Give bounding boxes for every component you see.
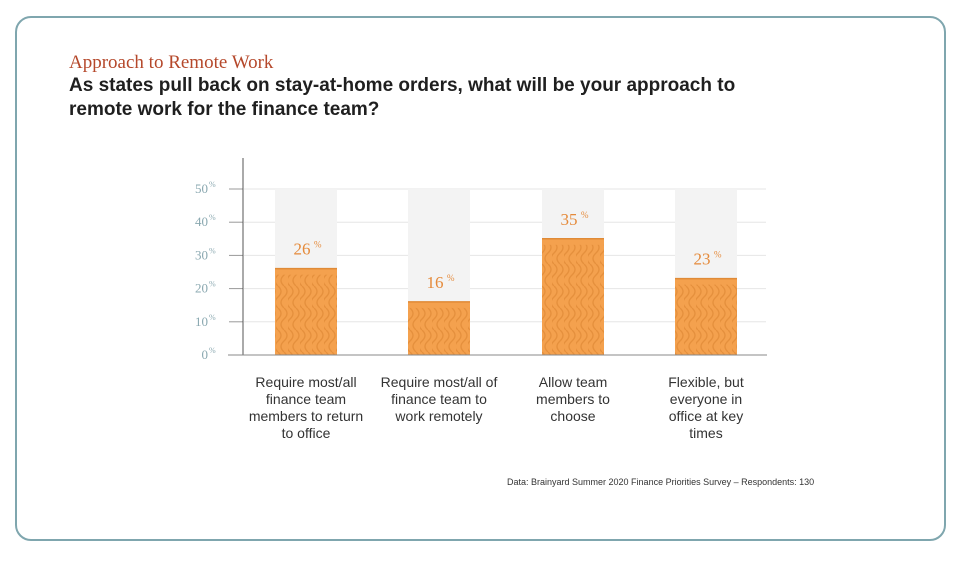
bar-value-label: 26 bbox=[294, 240, 311, 259]
y-tick-unit: % bbox=[209, 313, 216, 322]
bar-value-label: 23 bbox=[694, 250, 711, 269]
bar-texture bbox=[675, 284, 737, 355]
y-tick-unit: % bbox=[209, 213, 216, 222]
x-category-label: Allow team members to choose bbox=[536, 374, 610, 424]
chart-card bbox=[15, 16, 946, 541]
bar-texture bbox=[542, 244, 604, 355]
x-category-label: Require most/all finance team members to… bbox=[248, 374, 364, 441]
bar-value-unit: % bbox=[447, 273, 455, 283]
chart-kicker: Approach to Remote Work bbox=[69, 52, 274, 73]
y-ticks: 0 %10 %20 %30 %40 %50% bbox=[195, 180, 243, 362]
data-source-note: Data: Brainyard Summer 2020 Finance Prio… bbox=[507, 477, 815, 487]
x-category-label: Require most/all of finance team to work… bbox=[380, 374, 498, 424]
bar-value-label: 16 bbox=[427, 273, 444, 292]
bar-texture bbox=[408, 307, 470, 355]
y-tick-label: 10 bbox=[195, 314, 208, 329]
y-tick-label: 40 bbox=[195, 214, 208, 229]
y-tick-label: 0 bbox=[202, 347, 209, 362]
y-tick-label: 30 bbox=[195, 247, 208, 262]
y-tick-label: 50 bbox=[195, 181, 208, 196]
bar-value-label: 35 bbox=[561, 210, 578, 229]
y-tick-unit: % bbox=[209, 246, 216, 255]
chart-title: As states pull back on stay-at-home orde… bbox=[69, 75, 736, 120]
bars: 26 %16 %35 %23% bbox=[275, 189, 737, 355]
x-category-label: Flexible, but everyone in office at key … bbox=[668, 374, 744, 441]
bar-value-unit: % bbox=[581, 210, 589, 220]
bar-value-unit: % bbox=[714, 250, 722, 260]
bar-texture bbox=[275, 274, 337, 355]
bar-value-unit: % bbox=[314, 240, 322, 250]
y-tick-unit: % bbox=[209, 180, 216, 189]
y-tick-label: 20 bbox=[195, 281, 208, 296]
y-tick-unit: % bbox=[209, 346, 216, 355]
y-tick-unit: % bbox=[209, 280, 216, 289]
